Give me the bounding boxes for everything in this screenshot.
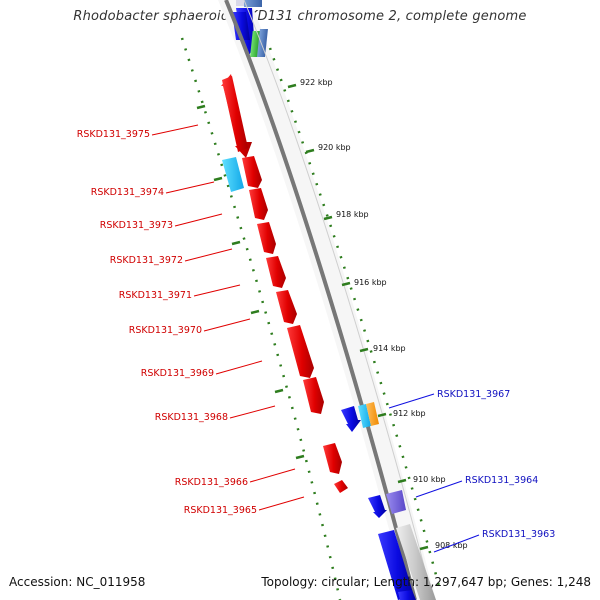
- gene-label: RSKD131_3970: [129, 325, 202, 336]
- forward-genes: [221, 74, 348, 493]
- gene-arrow-rsd131-3969: [287, 325, 314, 378]
- gene-label: RSKD131_3974: [91, 187, 164, 198]
- reverse-genes: [341, 402, 436, 600]
- gene-arrow-rsd131-3970: [276, 290, 297, 324]
- gene-arrow-rsd131-3967: [341, 406, 361, 432]
- gene-arrow-rsd131-3963: [378, 530, 414, 600]
- kbp-label: 910 kbp: [413, 475, 446, 484]
- kbp-label: 922 kbp: [300, 78, 333, 87]
- gene-block-steel: [257, 29, 268, 57]
- track-band: [218, 0, 436, 600]
- left-major-ticks: [196, 104, 305, 460]
- gene-arrow-rsd131-3973: [249, 188, 268, 220]
- kbp-label: 920 kbp: [318, 143, 351, 152]
- chromosome-outline: [243, 0, 434, 600]
- gene-label: RSKD131_3967: [437, 389, 510, 400]
- gene-block-cyan: [222, 157, 244, 192]
- gene-arrow-rsd131-3972: [257, 222, 276, 254]
- kbp-label: 912 kbp: [393, 409, 426, 418]
- gene-arrow-reverse: [232, 12, 250, 40]
- gene-label: RSKD131_3969: [141, 368, 214, 379]
- gene-label: RSKD131_3966: [175, 477, 248, 488]
- kbp-label: 914 kbp: [373, 344, 406, 353]
- kbp-label: 916 kbp: [354, 278, 387, 287]
- map-title: Rhodobacter sphaeroides KD131 chromosome…: [73, 9, 527, 24]
- gene-label: RSKD131_3973: [100, 220, 173, 231]
- gene-arrow-rsd131-3968: [303, 377, 324, 414]
- gene-label: RSKD131_3971: [119, 290, 192, 301]
- topology-text: Topology: circular; Length: 1,297,647 bp…: [261, 575, 591, 589]
- gene-arrow-rsd131-3971: [266, 256, 286, 288]
- gene-block-purple: [386, 490, 406, 514]
- left-gene-labels: RSKD131_3975 RSKD131_3974 RSKD131_3973 R…: [77, 124, 305, 516]
- gene-arrow-rsd131-3966: [323, 443, 342, 474]
- gene-block-gray: [396, 524, 436, 600]
- gene-label: RSKD131_3968: [155, 412, 228, 423]
- kbp-label: 918 kbp: [336, 210, 369, 219]
- gene-arrow-rsd131-3965: [334, 480, 348, 493]
- gene-label: RSKD131_3964: [465, 475, 538, 486]
- accession-text: Accession: NC_011958: [9, 575, 146, 589]
- right-gene-labels: RSKD131_3967 RSKD131_3964 RSKD131_3963: [388, 389, 555, 553]
- kbp-ticks: 922 kbp 920 kbp 918 kbp 916 kbp 914 kbp …: [287, 78, 468, 551]
- gene-arrow-rsd131-3964: [368, 495, 387, 518]
- gene-label: RSKD131_3963: [482, 529, 555, 540]
- gene-label: RSKD131_3975: [77, 129, 150, 140]
- gene-arrow-rsd131-3974: [242, 156, 262, 188]
- gene-label: RSKD131_3972: [110, 255, 183, 266]
- gene-label: RSKD131_3965: [184, 505, 257, 516]
